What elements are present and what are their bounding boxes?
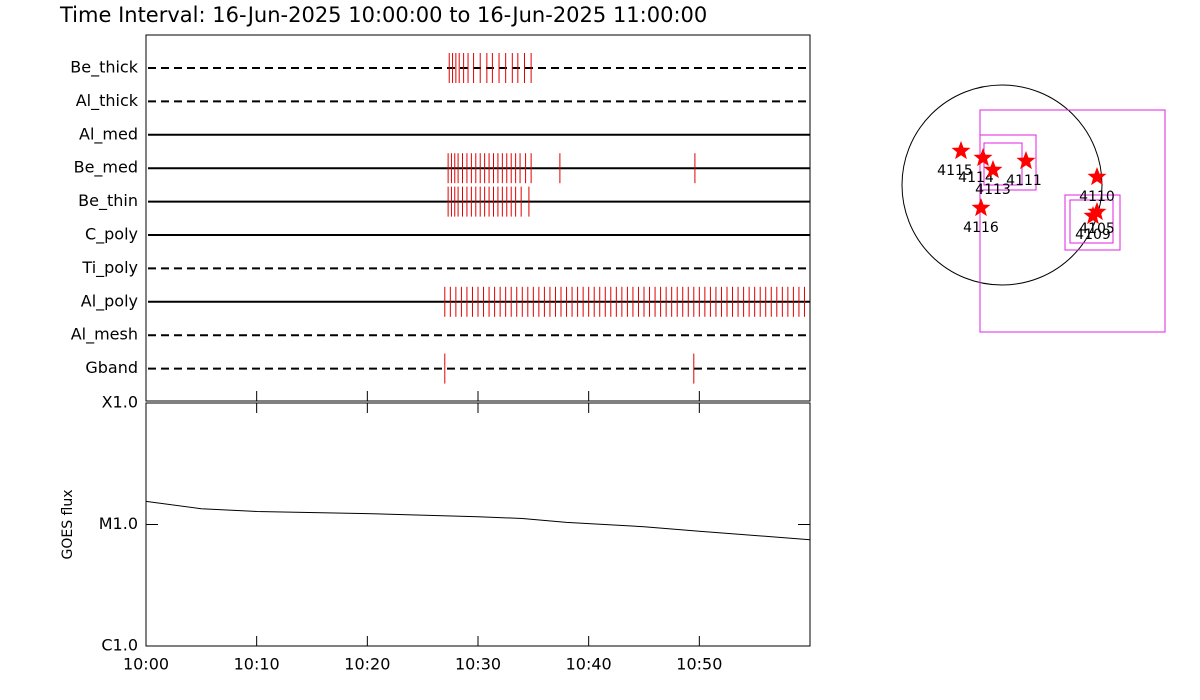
x-tick-label: 10:10 (234, 655, 280, 674)
region-label: 4115 (937, 163, 973, 179)
row-label: Al_med (79, 124, 138, 144)
y-axis-label: GOES flux (60, 489, 76, 559)
fov-box (1064, 194, 1121, 251)
row-label: Be_thin (78, 191, 138, 211)
y-tick-label: X1.0 (102, 393, 138, 412)
region-label: 4111 (1006, 173, 1042, 189)
x-tick-label: 10:50 (676, 655, 722, 674)
row-label: C_poly (85, 225, 138, 245)
y-tick-label: C1.0 (101, 636, 138, 655)
x-tick-label: 10:40 (566, 655, 612, 674)
region-star (1083, 206, 1103, 225)
region-star (971, 198, 991, 217)
region-star (1016, 151, 1036, 170)
row-label: Be_med (74, 158, 138, 178)
region-label: 4105 (1079, 221, 1115, 237)
region-star (983, 160, 1003, 179)
row-label: Al_poly (81, 291, 138, 311)
region-star (1087, 167, 1107, 186)
row-label: Al_thick (76, 91, 139, 111)
region-star (951, 141, 971, 160)
row-label: Al_mesh (71, 325, 138, 345)
region-star (973, 148, 993, 167)
title: Time Interval: 16-Jun-2025 10:00:00 to 1… (59, 3, 707, 27)
region-label: 4113 (975, 182, 1011, 198)
goes-line (145, 500, 811, 541)
row-label: Gband (85, 358, 138, 377)
region-label: 4110 (1079, 189, 1115, 205)
x-tick-label: 10:20 (344, 655, 390, 674)
row-label: Ti_poly (81, 258, 138, 278)
fov-box (1069, 199, 1114, 244)
solar-disk (901, 84, 1103, 286)
region-label: 4109 (1075, 227, 1111, 243)
y-tick-label: M1.0 (99, 514, 138, 533)
row-label: Be_thick (70, 58, 138, 78)
region-label: 4114 (958, 170, 994, 186)
fov-box (979, 109, 1166, 333)
x-tick-label: 10:30 (455, 655, 501, 674)
x-tick-label: 10:00 (123, 655, 169, 674)
region-label: 4116 (963, 220, 999, 236)
region-star (1087, 202, 1107, 221)
